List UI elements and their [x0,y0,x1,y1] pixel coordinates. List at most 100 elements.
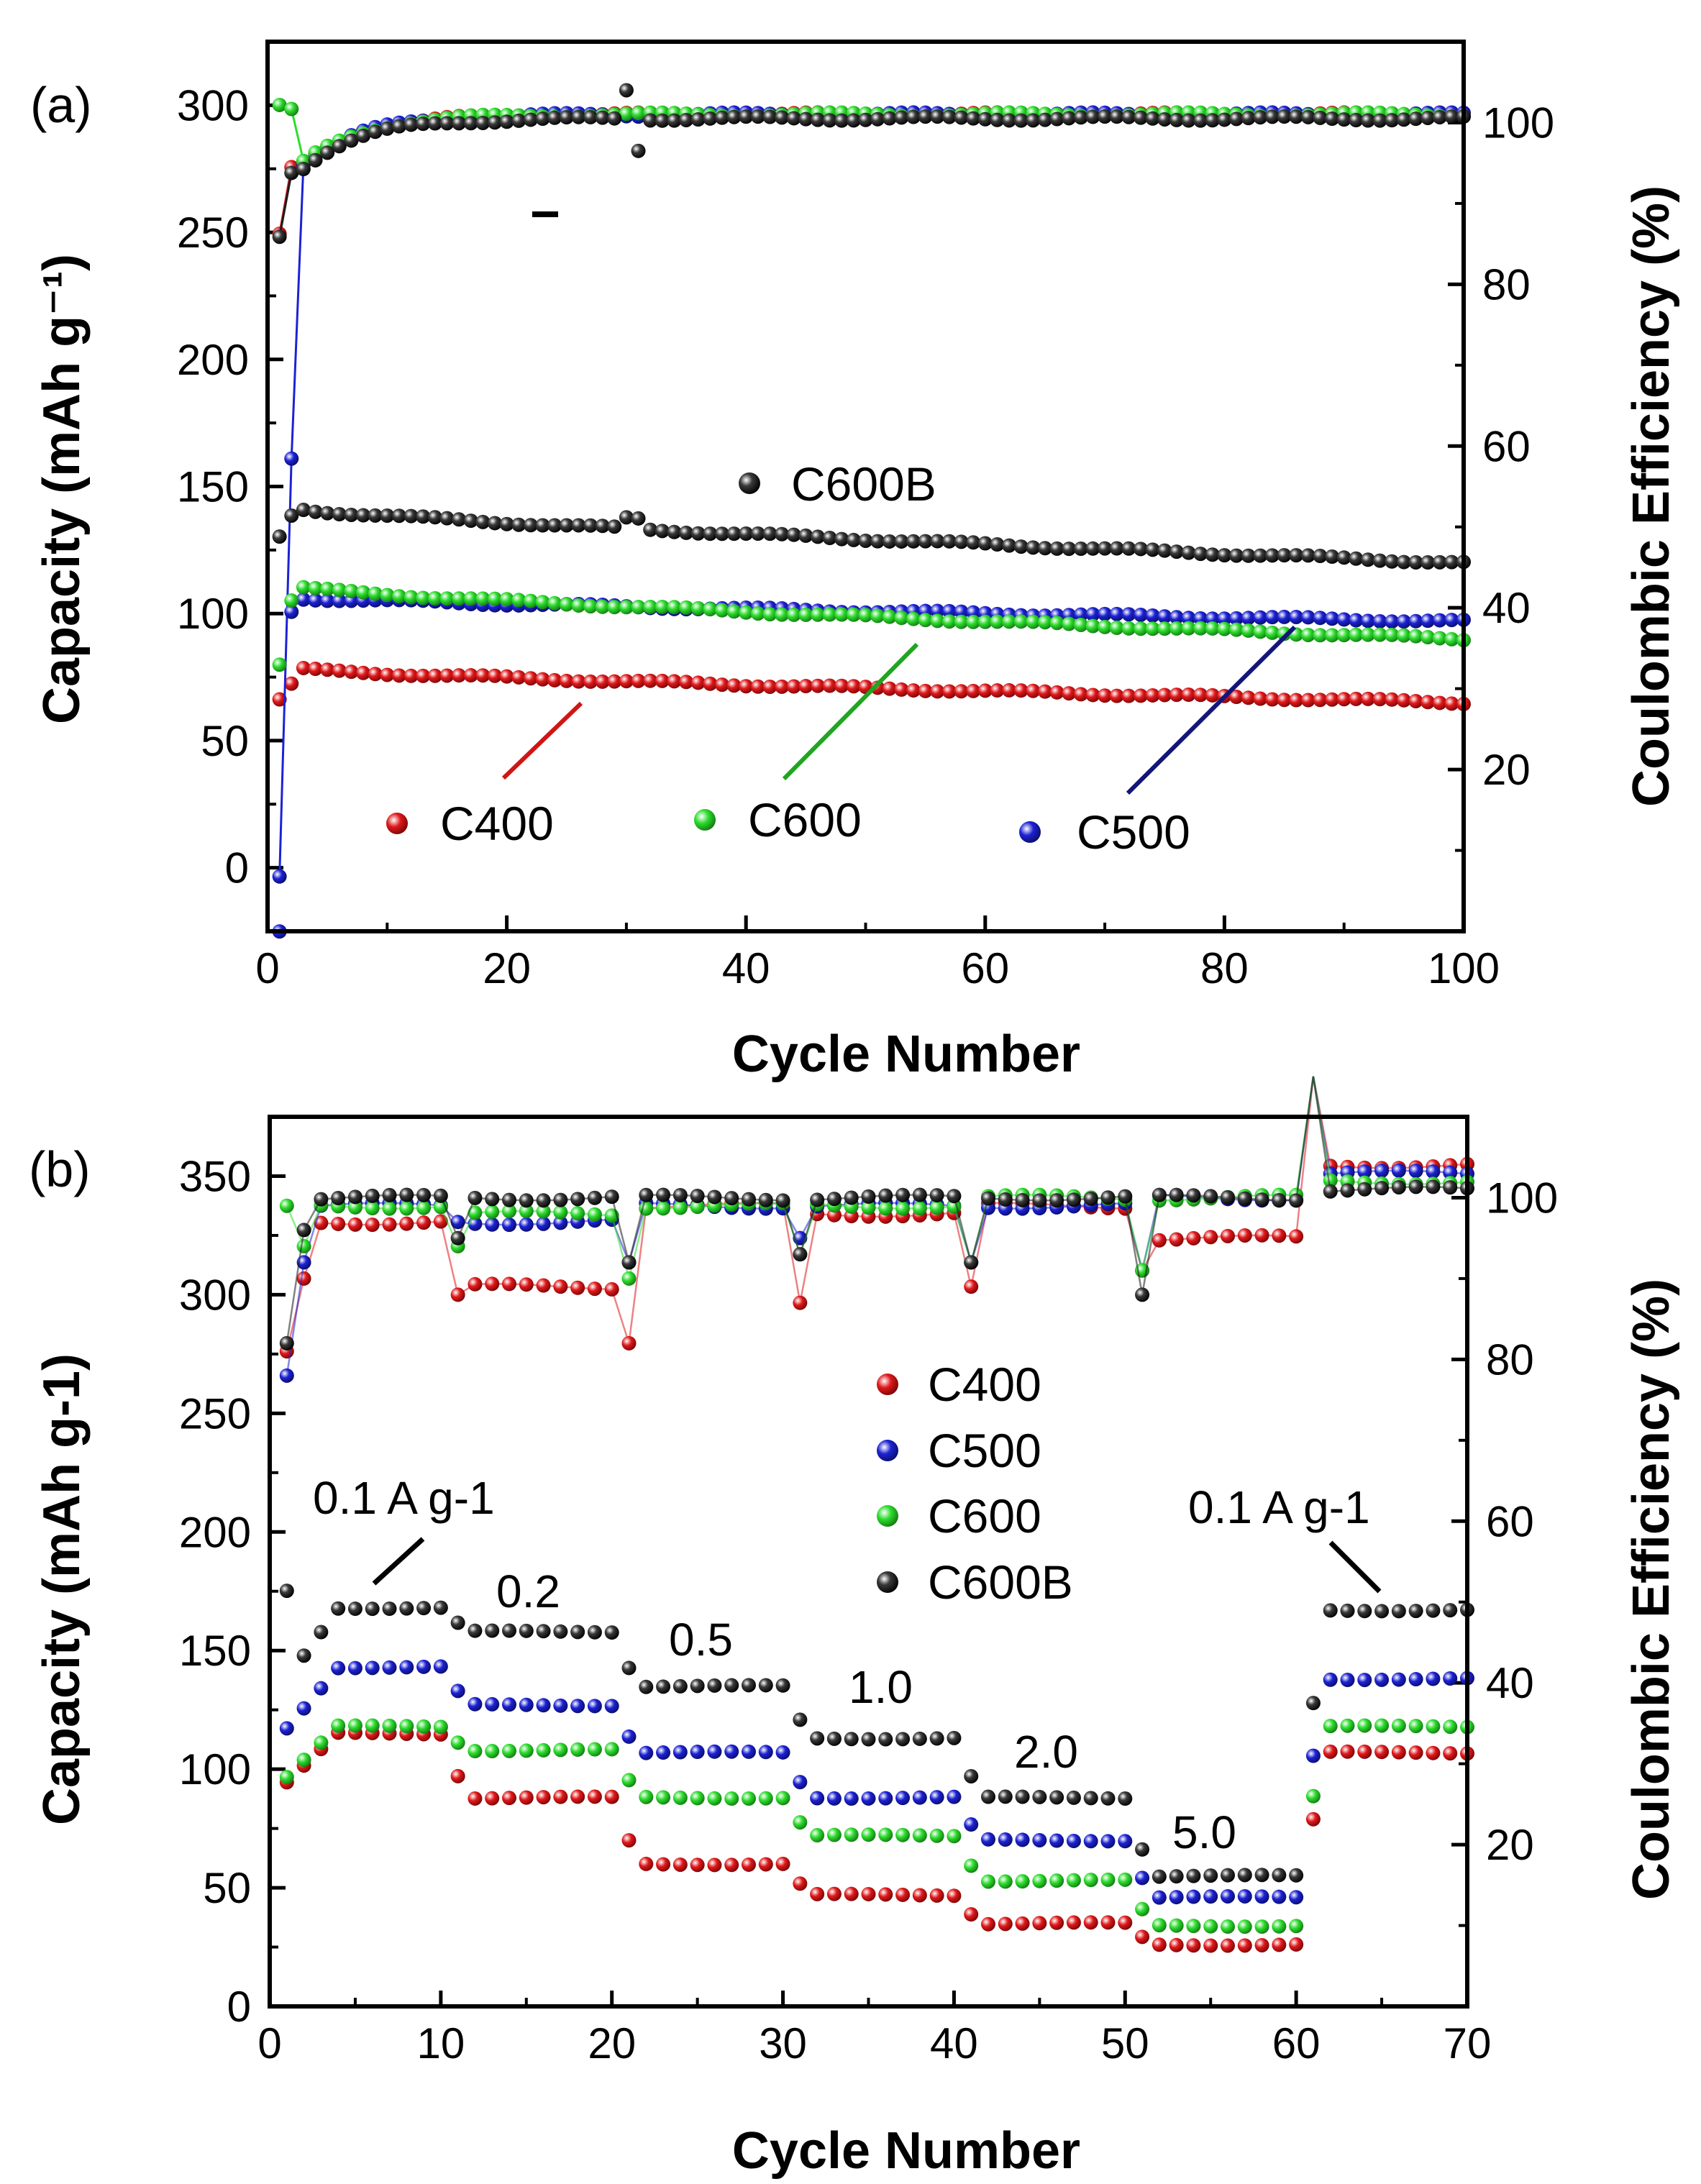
capacity-point-C400 [1254,1937,1269,1952]
x-tick-label: 80 [1200,944,1249,992]
capacity-point-C600B [918,534,933,549]
capacity-point-C600 [643,600,658,615]
capacity-point-C400 [1374,1745,1390,1760]
ce-point-C600B [894,110,909,125]
capacity-point-C400 [1135,1929,1150,1945]
ce-point-C600B [1109,109,1124,124]
y2-tick-label: 60 [1486,1497,1534,1545]
capacity-point-C600 [1121,621,1136,636]
capacity-point-C600 [1013,614,1029,629]
capacity-point-C500 [1277,609,1292,624]
capacity-point-C400 [587,1789,602,1804]
capacity-point-C400 [1181,687,1196,703]
capacity-point-C600B [511,517,526,532]
pointer-a-C600 [782,642,919,781]
capacity-point-C500 [1121,607,1136,622]
capacity-point-C600B [667,524,682,539]
capacity-point-C600 [1169,1918,1184,1933]
capacity-point-C400 [878,1887,893,1902]
capacity-point-C600 [964,1858,979,1873]
ce-point-C500 [502,1217,516,1233]
rate-label-0.1-return: 0.1 A g-1 [1188,1481,1370,1533]
capacity-point-C400 [1408,693,1423,708]
capacity-point-C600B [1340,1603,1355,1618]
capacity-point-C500 [1049,1833,1064,1848]
ce-point-C600B [947,1189,962,1204]
capacity-point-C400 [1015,1916,1030,1931]
capacity-point-C600 [356,585,371,600]
ce-point-C600B [1432,109,1447,124]
ce-point-C600B [1181,113,1196,128]
capacity-point-C600 [844,1827,859,1842]
capacity-point-C600B [906,534,921,549]
capacity-point-C500 [964,1817,979,1832]
capacity-point-C500 [1357,1673,1372,1688]
capacity-point-C600B [380,508,395,524]
ce-point-C600B [667,113,682,128]
x-tick-label: 20 [483,944,531,992]
capacity-point-C600 [1002,614,1017,629]
capacity-point-C400 [1272,1937,1287,1952]
capacity-point-C600B [1085,541,1100,556]
capacity-point-C600 [621,1773,637,1788]
ce-point-C600B [1133,110,1148,125]
capacity-point-C600B [463,513,478,529]
ce-point-C600B [523,112,538,127]
x-tick-label: 10 [416,2019,465,2068]
ce-point-C600B [1002,113,1017,128]
capacity-point-C600 [1408,629,1423,644]
capacity-point-C600B [798,528,813,543]
capacity-point-C600 [707,1791,722,1806]
ce-point-C500 [485,1217,500,1232]
capacity-point-C600 [912,1828,927,1843]
capacity-point-C600B [1026,540,1041,555]
capacity-point-C400 [870,680,885,695]
panel-a-xlabel: Cycle Number [732,1025,1080,1083]
ce-point-C600B [1066,1192,1081,1207]
capacity-point-C600 [1157,621,1172,636]
capacity-point-C600B [1037,541,1052,556]
capacity-point-C500 [1118,1834,1133,1849]
ce-point-C600B [703,111,718,126]
capacity-point-C400 [707,1858,722,1873]
capacity-point-C400 [356,665,371,680]
y2-tick-label: 20 [1482,746,1531,794]
ce-point-C600B [1073,110,1088,125]
capacity-point-C500 [947,1789,962,1804]
ce-point-C600B [450,1230,465,1246]
capacity-point-C600 [826,1827,842,1842]
capacity-point-C600B [690,1678,705,1694]
capacity-point-C600 [846,607,861,622]
capacity-point-C600B [391,508,406,524]
capacity-point-C500 [1193,611,1208,626]
capacity-point-C600B [416,1601,432,1616]
capacity-point-C600 [570,1742,585,1757]
capacity-point-C600B [607,519,622,534]
capacity-point-C500 [639,1745,654,1760]
ce-point-C600 [519,1204,534,1219]
capacity-point-C600 [1085,618,1100,634]
ce-point-C600B [858,112,873,127]
ce-point-C600B [793,1247,808,1262]
ce-line-C600 [286,1076,1468,1279]
capacity-point-C500 [826,1791,842,1806]
capacity-point-C400 [1253,691,1268,706]
capacity-point-C600B [535,518,550,533]
ce-point-C600B [1408,111,1423,127]
capacity-point-C600 [553,1742,568,1758]
capacity-point-C600 [331,1718,346,1733]
ce-point-C600B [382,1187,397,1202]
ce-point-C600B [655,113,670,128]
ce-point-C400 [1203,1230,1218,1245]
capacity-point-C600B [1013,539,1029,554]
panel-a-ticks: 0 20 40 60 80 100 0 50 100 150 200 250 300 20 40 60 80 10… [177,40,1554,992]
pointer-a-C400 [501,701,583,780]
ce-point-C400 [1152,1233,1167,1248]
capacity-point-C400 [1237,1938,1252,1953]
capacity-point-C600 [1444,631,1459,646]
capacity-point-C500 [331,1660,346,1676]
ce-point-C600 [690,1200,705,1215]
capacity-point-C400 [679,675,694,690]
ce-point-C600B [878,1188,893,1203]
capacity-point-C600 [810,607,825,622]
